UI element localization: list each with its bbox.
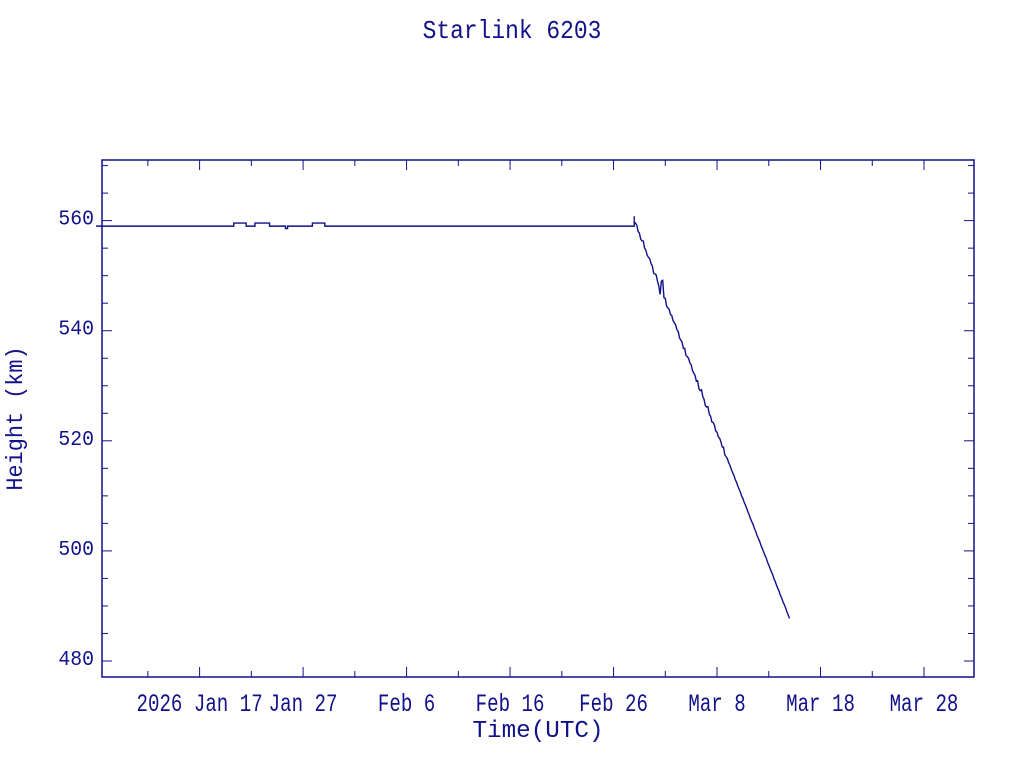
svg-text:480: 480 [58, 649, 94, 672]
svg-text:Feb 6: Feb 6 [378, 690, 435, 719]
svg-text:Time(UTC): Time(UTC) [472, 718, 603, 745]
svg-text:520: 520 [58, 429, 94, 452]
svg-text:Mar 18: Mar 18 [786, 690, 855, 719]
svg-text:2026 Jan 17: 2026 Jan 17 [137, 690, 263, 719]
svg-text:Starlink 6203: Starlink 6203 [423, 17, 602, 46]
svg-text:Feb 26: Feb 26 [579, 690, 648, 719]
svg-text:Mar 28: Mar 28 [890, 690, 959, 719]
svg-text:Mar 8: Mar 8 [688, 690, 745, 719]
svg-text:Feb 16: Feb 16 [476, 690, 545, 719]
svg-text:540: 540 [58, 319, 94, 342]
svg-text:560: 560 [58, 209, 94, 232]
svg-text:Jan 27: Jan 27 [269, 690, 338, 719]
svg-text:500: 500 [58, 539, 94, 562]
svg-text:Height (km): Height (km) [3, 346, 29, 490]
